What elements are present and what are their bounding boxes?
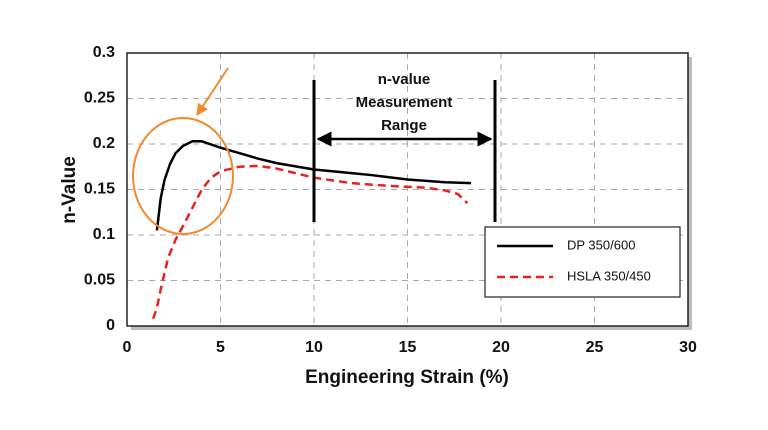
annotation: n-value (378, 71, 431, 88)
legend-label: HSLA 350/450 (567, 268, 651, 283)
x-tick-label: 5 (216, 339, 225, 356)
y-axis-label: n-Value (59, 156, 80, 224)
x-tick-label: 20 (492, 339, 510, 356)
x-tick-label: 30 (679, 339, 697, 356)
series-line (155, 140, 472, 231)
highlight-arrow (196, 67, 229, 117)
highlight-ellipse (132, 117, 234, 235)
x-tick-label: 0 (123, 339, 132, 356)
x-tick-label: 25 (586, 339, 604, 356)
y-tick-label: 0.1 (93, 226, 115, 243)
y-tick-label: 0.25 (84, 90, 115, 107)
y-tick-label: 0.05 (84, 272, 115, 289)
annotation: Measurement (356, 94, 453, 111)
y-tick-label: 0.2 (93, 135, 115, 152)
x-tick-label: 10 (305, 339, 323, 356)
x-axis-label: Engineering Strain (%) (305, 367, 509, 388)
plot-frame (126, 52, 689, 327)
y-tick-label: 0.3 (93, 44, 115, 61)
annotation: Range (381, 117, 427, 134)
x-tick-label: 15 (399, 339, 417, 356)
legend-label: DP 350/600 (567, 237, 635, 252)
y-tick-label: 0.15 (84, 181, 115, 198)
y-tick-label: 0 (106, 317, 115, 334)
series-line (151, 164, 469, 320)
legend-box (484, 226, 681, 298)
